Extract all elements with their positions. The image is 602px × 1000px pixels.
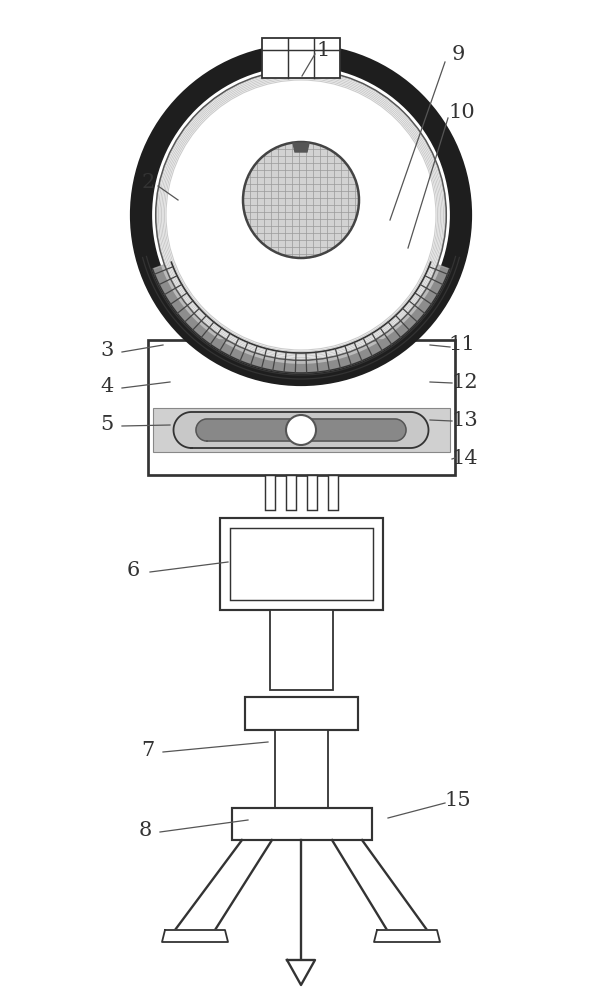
Polygon shape [152, 262, 450, 373]
Text: 3: 3 [101, 340, 114, 360]
Text: 13: 13 [452, 410, 479, 430]
Circle shape [286, 415, 316, 445]
Text: 2: 2 [141, 174, 155, 192]
Text: 12: 12 [452, 372, 479, 391]
Polygon shape [374, 930, 440, 942]
Circle shape [243, 142, 359, 258]
Bar [148, 340, 455, 475]
Polygon shape [293, 143, 309, 152]
Bar [275, 730, 328, 808]
Text: 6: 6 [126, 560, 140, 580]
Bar [262, 38, 340, 78]
Bar [232, 808, 372, 840]
Text: 1: 1 [316, 40, 330, 60]
Bar [230, 528, 373, 600]
Bar [307, 475, 317, 510]
Bar [220, 518, 383, 610]
Text: 4: 4 [101, 377, 114, 396]
Bar [286, 475, 296, 510]
Bar [265, 475, 275, 510]
Text: 9: 9 [452, 45, 465, 64]
Text: 14: 14 [452, 448, 479, 468]
Polygon shape [162, 930, 228, 942]
Text: 11: 11 [448, 336, 476, 355]
Bar [153, 408, 450, 452]
Polygon shape [287, 960, 315, 985]
Bar [328, 475, 338, 510]
Circle shape [157, 71, 445, 359]
Text: 15: 15 [445, 790, 471, 810]
Polygon shape [173, 412, 429, 448]
Text: 8: 8 [138, 820, 152, 840]
Bar [245, 697, 358, 730]
Polygon shape [196, 419, 406, 441]
Text: 5: 5 [101, 416, 114, 434]
Bar [270, 610, 333, 690]
Circle shape [148, 62, 454, 368]
Text: 10: 10 [448, 103, 476, 121]
Text: 7: 7 [141, 740, 155, 760]
